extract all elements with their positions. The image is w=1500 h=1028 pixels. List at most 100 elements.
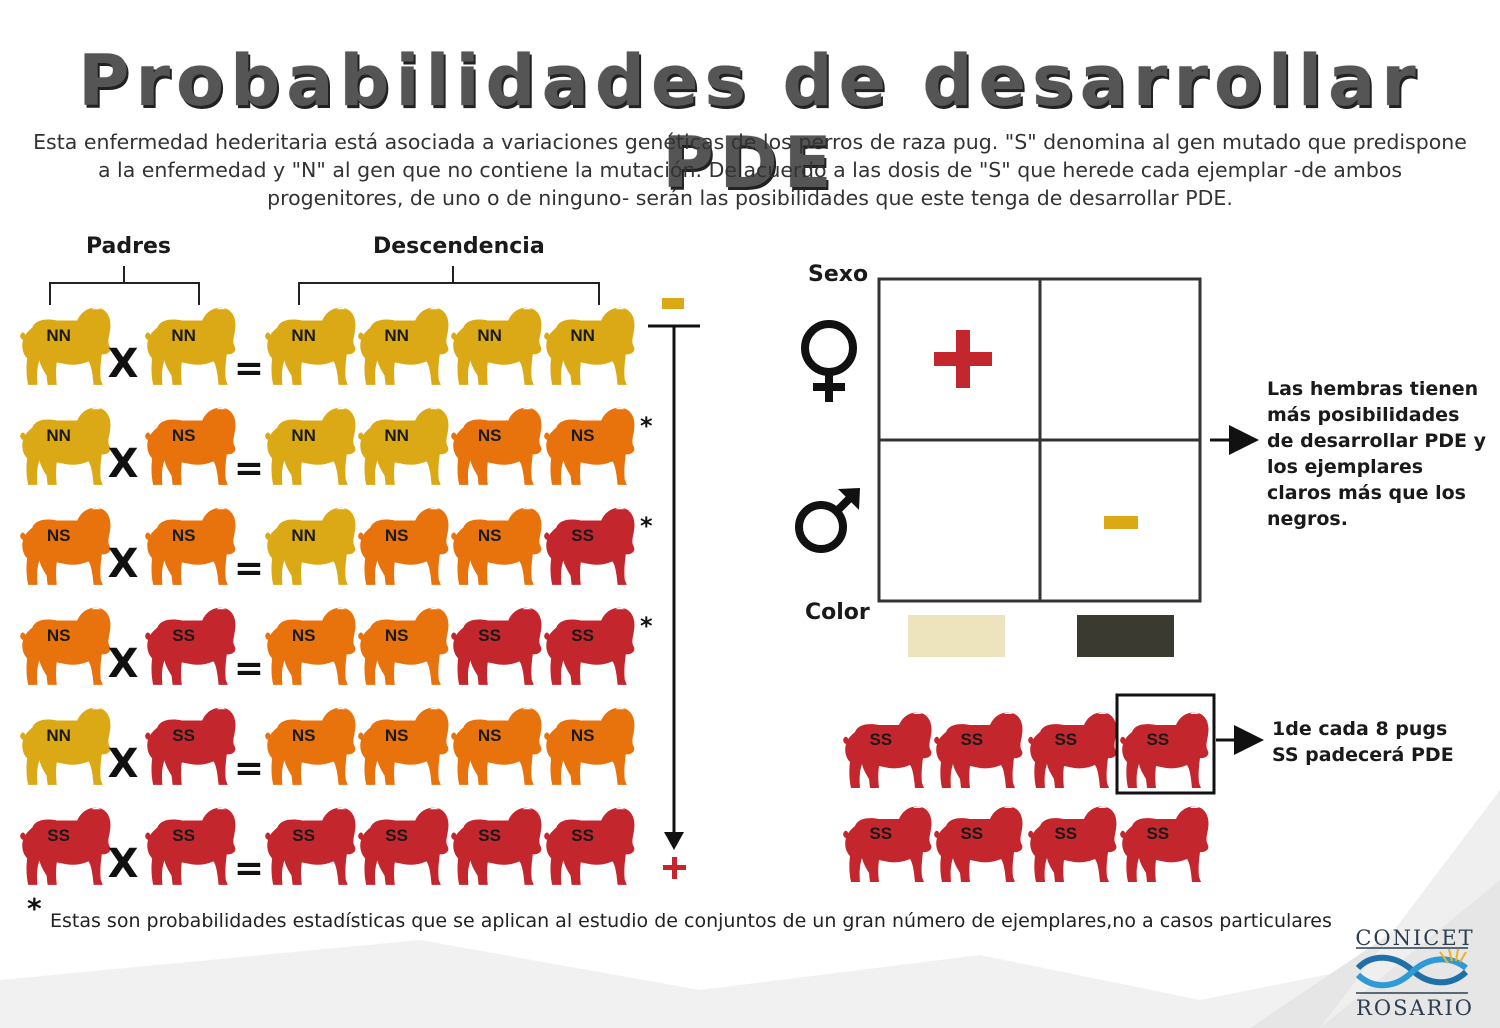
- equals-symbol: =: [234, 348, 264, 389]
- ss-pug: SS: [843, 712, 932, 788]
- cross-row: NN NN X = NN NN NN NN: [20, 307, 635, 389]
- offspring-pug: NN: [265, 307, 356, 385]
- grid-minus: [1104, 516, 1138, 529]
- offspring-pug: NN: [265, 507, 356, 585]
- genotype-label: SS: [172, 626, 195, 645]
- genotype-label: NS: [478, 426, 502, 445]
- light-color-swatch: [908, 615, 1005, 657]
- equals-symbol: =: [234, 448, 264, 489]
- ss-pug: SS: [934, 712, 1023, 788]
- genotype-label: NS: [571, 426, 595, 445]
- sexo-label: Sexo: [808, 262, 869, 287]
- genotype-label: SS: [571, 526, 594, 545]
- offspring-pug: SS: [451, 807, 542, 885]
- parent-pug: SS: [145, 607, 236, 685]
- cross-symbol: X: [108, 741, 139, 787]
- offspring-pug: NS: [358, 607, 449, 685]
- ss-pug: SS: [843, 806, 932, 882]
- genotype-label: SS: [1054, 824, 1077, 843]
- padres-bracket: [49, 282, 200, 305]
- logo-bottom-text: ROSARIO: [1356, 996, 1474, 1020]
- footnote-text: Estas son probabilidades estadísticas qu…: [50, 910, 1332, 932]
- ss-pug: SS: [934, 806, 1023, 882]
- genotype-label: SS: [869, 824, 892, 843]
- genotype-label: NS: [571, 726, 595, 745]
- footnote-asterisk: *: [27, 892, 42, 925]
- genotype-label: NS: [292, 626, 316, 645]
- padres-header: Padres: [86, 234, 171, 259]
- cross-row: NN NS X = NN NN NS NS *: [20, 407, 653, 489]
- genotype-label: NS: [172, 526, 196, 545]
- ss-pug: SS: [1028, 712, 1117, 788]
- genotype-label: SS: [292, 826, 315, 845]
- page-title: Probabilidades de desarrollar PDE: [78, 40, 1422, 204]
- genotype-label: NN: [291, 526, 316, 545]
- dark-color-swatch: [1077, 615, 1174, 657]
- cross-symbol: X: [108, 541, 139, 587]
- genotype-label: NS: [292, 726, 316, 745]
- cross-symbol: X: [108, 641, 139, 687]
- equals-symbol: =: [234, 548, 264, 589]
- offspring-pug: NN: [358, 307, 449, 385]
- logo-top-text: CONICET: [1355, 926, 1475, 950]
- female-symbol-icon: [801, 320, 857, 402]
- equals-symbol: =: [234, 748, 264, 789]
- highlight-box: [1115, 693, 1216, 795]
- genotype-label: SS: [172, 726, 195, 745]
- parent-pug: NS: [20, 607, 111, 685]
- offspring-pug: NN: [265, 407, 356, 485]
- cross-row: NS NS X = NN NS NS SS *: [20, 507, 653, 589]
- conicet-logo-icon: [1355, 947, 1469, 994]
- cross-row: SS SS X = SS SS SS SS: [20, 807, 635, 889]
- parent-pug: NN: [20, 707, 111, 785]
- offspring-pug: SS: [544, 807, 635, 885]
- asterisk-mark: *: [640, 512, 653, 540]
- parent-pug: SS: [145, 807, 236, 885]
- genotype-label: SS: [47, 826, 70, 845]
- genotype-label: NN: [291, 326, 316, 345]
- genotype-label: NS: [47, 526, 71, 545]
- genotype-label: SS: [1146, 730, 1169, 749]
- ss-pug: SS: [1028, 806, 1117, 882]
- plus-sign: [663, 857, 686, 879]
- genotype-label: NN: [171, 326, 196, 345]
- asterisk-mark: *: [640, 612, 653, 640]
- cross-row: NN SS X = NS NS NS NS: [20, 707, 635, 789]
- genotype-label: NS: [385, 726, 409, 745]
- genotype-label: SS: [478, 626, 501, 645]
- genotype-label: SS: [385, 826, 408, 845]
- descendencia-bracket: [298, 282, 600, 305]
- genotype-label: NS: [385, 626, 409, 645]
- color-label: Color: [805, 600, 870, 625]
- cross-symbol: X: [108, 441, 139, 487]
- equals-symbol: =: [234, 848, 264, 889]
- offspring-pug: NS: [265, 607, 356, 685]
- offspring-pug: NN: [544, 307, 635, 385]
- cross-row: NS SS X = NS NS SS SS *: [20, 607, 653, 689]
- asterisk-mark: *: [640, 412, 653, 440]
- genotype-label: NS: [172, 426, 196, 445]
- equals-symbol: =: [234, 648, 264, 689]
- genotype-label: NN: [477, 326, 502, 345]
- offspring-pug: NS: [358, 707, 449, 785]
- genotype-label: SS: [869, 730, 892, 749]
- genotype-label: NS: [478, 726, 502, 745]
- offspring-pug: SS: [265, 807, 356, 885]
- offspring-pug: NS: [451, 507, 542, 585]
- ss-pug: SS: [1120, 806, 1209, 882]
- offspring-pug: SS: [544, 607, 635, 685]
- male-symbol-icon: [795, 488, 860, 553]
- genotype-label: NS: [385, 526, 409, 545]
- parent-pug: NN: [20, 307, 111, 385]
- ss-pug: SS: [1120, 712, 1209, 788]
- genotype-label: NS: [47, 626, 71, 645]
- hembras-note: Las hembras tienen más posibilidades de …: [1267, 378, 1487, 530]
- parent-pug: NS: [20, 507, 111, 585]
- genotype-label: NN: [570, 326, 595, 345]
- descendencia-header: Descendencia: [373, 234, 545, 259]
- parent-pug: SS: [20, 807, 111, 885]
- parent-pug: SS: [145, 707, 236, 785]
- genotype-label: NN: [46, 726, 71, 745]
